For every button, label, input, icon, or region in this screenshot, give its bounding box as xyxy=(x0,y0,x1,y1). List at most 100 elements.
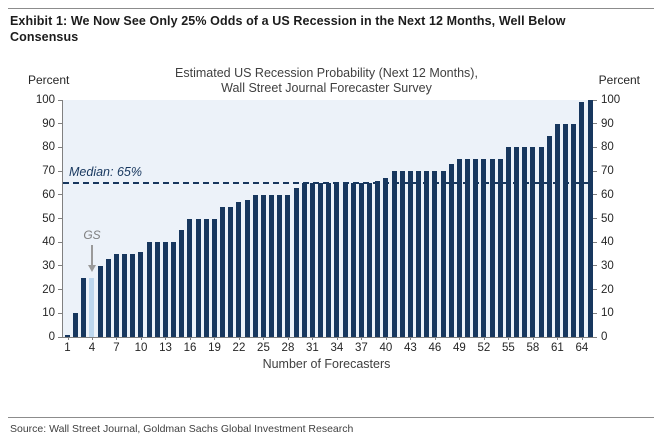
right-axis-unit-label: Percent xyxy=(598,73,640,87)
y-tick-right xyxy=(593,289,597,291)
forecast-bar xyxy=(416,171,422,337)
forecast-bar xyxy=(350,182,356,337)
forecast-bar xyxy=(154,242,160,337)
x-tick xyxy=(459,337,461,340)
y-tick-label-left: 50 xyxy=(42,212,55,225)
forecast-bar xyxy=(236,201,242,337)
forecast-bar xyxy=(220,206,226,337)
chart-title: Estimated US Recession Probability (Next… xyxy=(62,66,591,96)
x-tick xyxy=(214,337,216,340)
x-tick-label: 55 xyxy=(502,342,515,354)
x-tick xyxy=(263,337,265,340)
y-tick-label-right: 30 xyxy=(601,259,614,272)
x-tick-label: 58 xyxy=(526,342,540,354)
y-tick-left xyxy=(58,146,62,148)
y-tick-label-left: 30 xyxy=(42,259,55,272)
x-tick xyxy=(557,337,559,340)
forecast-bar xyxy=(122,254,128,337)
y-tick-label-right: 90 xyxy=(601,117,614,130)
x-tick xyxy=(287,337,289,340)
y-tick-label-left: 80 xyxy=(42,141,55,154)
y-tick-label-right: 80 xyxy=(601,141,614,154)
x-tick xyxy=(581,337,583,340)
x-tick-label: 40 xyxy=(379,342,393,354)
y-tick-left xyxy=(58,289,62,291)
y-tick-label-right: 50 xyxy=(601,212,614,225)
x-tick-label: 37 xyxy=(355,342,368,354)
median-line xyxy=(63,181,592,184)
forecast-bar xyxy=(432,171,438,337)
source-note: Source: Wall Street Journal, Goldman Sac… xyxy=(10,423,354,435)
forecast-bar xyxy=(579,102,585,337)
x-tick xyxy=(508,337,510,340)
forecast-bar xyxy=(162,242,168,337)
y-tick-left xyxy=(58,312,62,314)
x-tick xyxy=(91,337,93,340)
y-tick-left xyxy=(58,218,62,219)
forecast-bar xyxy=(424,171,430,337)
x-tick xyxy=(189,337,191,340)
x-tick-label: 1 xyxy=(64,342,71,354)
gs-arrow-stem xyxy=(90,244,93,265)
forecast-bar xyxy=(489,159,495,337)
x-tick-label: 16 xyxy=(183,342,197,354)
chart-title-line2: Wall Street Journal Forecaster Survey xyxy=(221,81,432,95)
x-tick-label: 43 xyxy=(404,342,417,354)
forecast-bar xyxy=(383,178,389,337)
forecast-bar xyxy=(179,230,185,337)
plot-area: 0 0 10 10 20 20 30 30 40 40 50 50 60 60 70 70 80 80 90 90 10… xyxy=(36,94,620,354)
y-tick-label-right: 10 xyxy=(601,307,614,320)
x-tick-label: 28 xyxy=(281,342,295,354)
y-tick-right xyxy=(593,99,597,101)
forecast-bar xyxy=(277,194,283,337)
x-tick xyxy=(434,337,436,340)
forecast-bar xyxy=(203,218,209,337)
forecast-bar xyxy=(146,242,152,337)
forecast-bar xyxy=(97,265,103,337)
y-tick-left xyxy=(58,99,62,101)
x-tick-label: 10 xyxy=(134,342,148,354)
x-tick xyxy=(336,337,338,340)
forecast-bar xyxy=(260,194,266,337)
chart-title-line1: Estimated US Recession Probability (Next… xyxy=(175,66,478,80)
x-tick xyxy=(67,337,69,340)
forecast-bar xyxy=(448,163,454,337)
y-tick-right xyxy=(593,241,597,243)
y-tick-right xyxy=(593,123,597,125)
median-label: Median: 65% xyxy=(69,164,142,179)
bottom-divider xyxy=(8,417,654,418)
x-tick-label: 31 xyxy=(306,342,319,354)
forecast-bar xyxy=(105,258,111,337)
y-tick-left xyxy=(58,170,62,172)
y-tick-label-left: 0 xyxy=(48,331,55,343)
y-tick-left xyxy=(58,194,62,196)
forecast-bar xyxy=(130,254,136,337)
left-axis-unit-label: Percent xyxy=(28,73,70,87)
forecast-bar xyxy=(554,123,560,337)
forecast-bar xyxy=(399,171,405,337)
forecast-bar xyxy=(113,254,119,337)
y-tick-right xyxy=(593,218,597,219)
forecast-bar xyxy=(228,206,234,337)
forecast-bar xyxy=(465,159,471,337)
y-tick-label-right: 0 xyxy=(601,331,608,343)
y-tick-label-right: 70 xyxy=(601,165,614,178)
x-tick-label: 49 xyxy=(453,342,466,354)
forecast-bar xyxy=(301,182,307,337)
x-tick xyxy=(483,337,485,340)
forecast-bar xyxy=(563,123,569,337)
forecast-bar xyxy=(195,218,201,337)
x-tick xyxy=(116,337,118,340)
x-tick xyxy=(532,337,534,340)
x-tick xyxy=(238,337,240,340)
x-tick-label: 61 xyxy=(550,342,564,354)
y-tick-label-left: 20 xyxy=(42,283,55,296)
x-tick xyxy=(312,337,314,340)
top-divider xyxy=(8,8,654,9)
forecast-bar xyxy=(481,159,487,337)
forecast-bar xyxy=(65,334,70,337)
x-tick xyxy=(140,337,142,340)
y-tick-right xyxy=(593,170,597,172)
gs-annotation-label: GS xyxy=(83,227,101,242)
